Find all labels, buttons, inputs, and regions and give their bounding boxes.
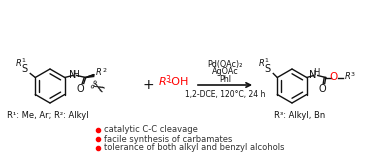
Text: +: +: [142, 78, 154, 92]
Text: R¹: Me, Ar; R²: Alkyl: R¹: Me, Ar; R²: Alkyl: [7, 112, 89, 121]
Text: -OH: -OH: [167, 77, 188, 87]
Text: PhI: PhI: [219, 75, 231, 84]
Text: 1: 1: [21, 58, 25, 63]
Text: H: H: [313, 68, 320, 77]
Text: facile synthesis of carbamates: facile synthesis of carbamates: [104, 134, 232, 144]
Text: 1: 1: [264, 58, 268, 63]
Text: O: O: [330, 71, 338, 82]
Text: S: S: [21, 65, 27, 75]
Text: N: N: [309, 69, 316, 80]
Text: 3: 3: [351, 72, 355, 77]
Text: ✂: ✂: [85, 77, 107, 100]
Text: S: S: [264, 65, 270, 75]
Text: 1,2-DCE, 120°C, 24 h: 1,2-DCE, 120°C, 24 h: [185, 90, 265, 99]
Text: R³: Alkyl, Bn: R³: Alkyl, Bn: [274, 112, 325, 121]
Text: Pd(OAc)₂: Pd(OAc)₂: [207, 60, 243, 69]
Text: N: N: [69, 69, 76, 80]
Text: R: R: [96, 68, 102, 77]
Text: R: R: [159, 77, 167, 87]
Text: catalytic C-C cleavage: catalytic C-C cleavage: [104, 125, 198, 134]
Text: R: R: [258, 59, 264, 68]
Text: 3: 3: [165, 75, 170, 84]
Text: 2: 2: [103, 68, 107, 73]
Text: AgOAc: AgOAc: [212, 67, 239, 76]
Text: O: O: [319, 84, 327, 93]
Polygon shape: [86, 75, 94, 78]
Text: O: O: [77, 84, 85, 93]
Text: R: R: [345, 72, 351, 81]
Text: tolerance of both alkyl and benzyl alcohols: tolerance of both alkyl and benzyl alcoh…: [104, 144, 285, 153]
Text: H: H: [72, 70, 79, 79]
Text: R: R: [15, 59, 21, 68]
